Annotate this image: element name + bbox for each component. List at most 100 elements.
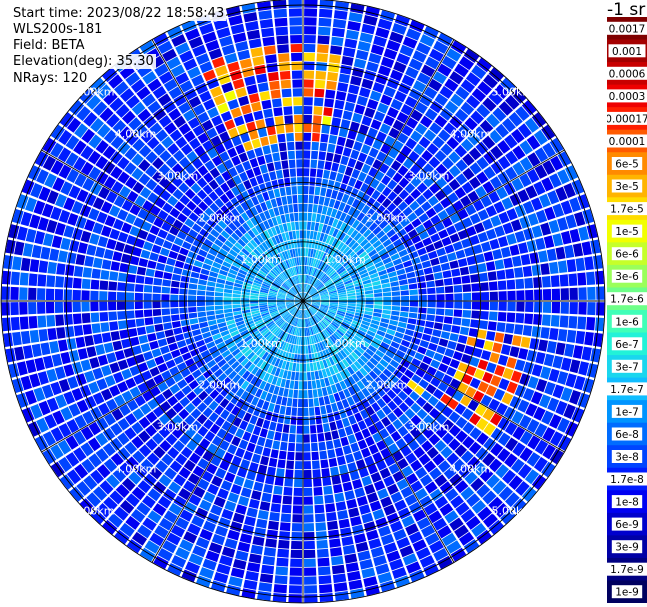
- gate-cell: [226, 276, 235, 283]
- gate-cell: [424, 108, 438, 121]
- gate-cell: [164, 122, 177, 135]
- gate-cell: [482, 371, 493, 384]
- gate-cell: [99, 291, 108, 301]
- gate-cell: [364, 311, 373, 316]
- gate-cell: [337, 308, 346, 313]
- colorbar-label: 6e-9: [615, 519, 639, 531]
- gate-cell: [203, 223, 213, 233]
- gate-cell: [333, 277, 341, 283]
- gate-cell: [121, 110, 136, 125]
- gate-cell: [429, 48, 444, 62]
- gate-cell: [335, 315, 344, 321]
- gate-cell: [366, 395, 376, 405]
- gate-cell: [437, 209, 449, 221]
- gate-cell: [346, 93, 358, 104]
- gate-cell: [173, 267, 183, 275]
- gate-cell: [289, 17, 302, 26]
- gate-cell: [157, 363, 168, 373]
- gate-cell: [370, 178, 380, 189]
- gate-cell: [185, 337, 195, 345]
- gate-cell: [258, 582, 273, 592]
- gate-cell: [472, 347, 483, 358]
- gate-cell: [392, 23, 407, 35]
- gate-cell: [119, 329, 129, 339]
- gate-cell: [186, 150, 198, 163]
- gate-cell: [504, 166, 518, 181]
- gate-cell: [333, 181, 341, 191]
- gate-cell: [303, 257, 306, 266]
- gate-cell: [253, 345, 261, 354]
- gate-cell: [555, 342, 566, 356]
- gate-cell: [293, 203, 298, 213]
- gate-cell: [471, 310, 480, 319]
- gate-cell: [448, 151, 461, 164]
- gate-cell: [247, 229, 256, 239]
- gate-cell: [347, 130, 358, 140]
- gate-cell: [224, 226, 234, 236]
- gate-cell: [316, 333, 321, 342]
- gate-cell: [323, 197, 331, 207]
- instrument-label: WLS200s-181: [11, 22, 105, 37]
- gate-cell: [270, 394, 278, 404]
- gate-cell: [363, 576, 378, 587]
- gate-cell: [423, 129, 437, 142]
- gate-cell: [215, 287, 224, 293]
- gate-cell: [262, 401, 270, 411]
- gate-cell: [400, 445, 412, 457]
- gate-cell: [197, 290, 206, 296]
- gate-cell: [332, 364, 339, 374]
- gate-cell: [441, 355, 452, 366]
- gate-cell: [476, 171, 489, 184]
- gate-cell: [88, 421, 102, 436]
- gate-cell: [349, 253, 358, 262]
- gate-cell: [285, 301, 294, 303]
- gate-cell: [429, 420, 441, 433]
- gate-cell: [171, 163, 184, 175]
- gate-cell: [382, 405, 392, 416]
- gate-cell: [328, 270, 336, 277]
- gate-cell: [306, 284, 310, 293]
- gate-cell: [52, 177, 65, 192]
- gate-cell: [386, 550, 401, 563]
- gate-cell: [83, 112, 98, 127]
- gate-cell: [313, 315, 320, 323]
- gate-cell: [365, 218, 374, 228]
- gate-cell: [565, 214, 577, 229]
- gate-cell: [526, 419, 540, 434]
- gate-cell: [552, 384, 565, 399]
- gate-cell: [408, 150, 420, 163]
- gate-cell: [346, 290, 356, 294]
- gate-cell: [262, 281, 271, 287]
- gate-cell: [231, 348, 241, 357]
- gate-cell: [175, 547, 190, 560]
- gate-cell: [514, 267, 524, 278]
- gate-cell: [236, 215, 245, 225]
- gate-cell: [428, 156, 441, 169]
- gate-cell: [327, 337, 334, 346]
- gate-cell: [255, 259, 263, 268]
- gate-cell: [292, 195, 298, 204]
- gate-cell: [28, 287, 37, 300]
- gate-cell: [403, 432, 414, 444]
- gate-cell: [292, 286, 298, 294]
- gate-cell: [422, 163, 435, 175]
- gate-cell: [58, 456, 73, 473]
- gate-cell: [368, 345, 377, 353]
- gate-cell: [320, 306, 328, 311]
- gate-cell: [210, 229, 220, 238]
- gate-cell: [246, 338, 255, 346]
- gate-cell: [298, 381, 303, 390]
- gate-cell: [366, 361, 375, 370]
- gate-cell: [303, 70, 315, 79]
- gate-cell: [273, 385, 280, 395]
- gate-cell: [494, 225, 505, 237]
- gate-cell: [411, 235, 422, 244]
- gate-cell: [299, 318, 301, 328]
- gate-cell: [280, 151, 288, 161]
- gate-cell: [406, 28, 421, 41]
- gate-cell: [273, 280, 282, 287]
- gate-cell: [393, 223, 403, 233]
- gate-cell: [312, 344, 317, 353]
- gate-cell: [343, 388, 351, 398]
- gate-cell: [345, 356, 353, 366]
